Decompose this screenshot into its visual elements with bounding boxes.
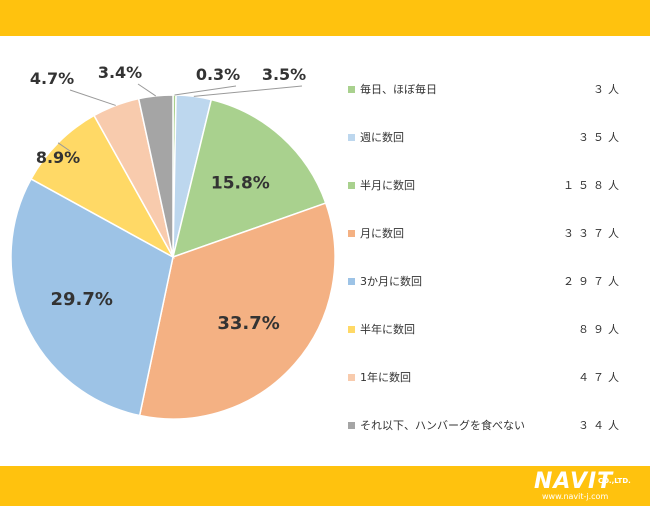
legend-item: 毎日、ほぼ毎日 ３人 <box>348 81 643 101</box>
leader-line <box>193 85 303 97</box>
legend-item: それ以下、ハンバーグを食べない ３４人 <box>348 417 643 437</box>
legend-label: 半年に数回 <box>360 323 415 336</box>
slice-percent-label: 4.7% <box>30 69 74 88</box>
legend-count: ４７人 <box>578 371 623 384</box>
pie-slice <box>10 177 174 417</box>
legend-swatch <box>348 230 355 237</box>
legend-count: １５８人 <box>563 179 623 192</box>
legend-item: 週に数回 ３５人 <box>348 129 643 149</box>
legend-label: 週に数回 <box>360 131 404 144</box>
chart-legend: 毎日、ほぼ毎日 ３人週に数回 ３５人半月に数回 １５８人月に数回 ３３７人 3か月に数回 ２… <box>348 0 643 466</box>
legend-label: 毎日、ほぼ毎日 <box>360 83 437 96</box>
top-banner <box>0 0 650 36</box>
navit-logo: NAVIT CO.,LTD. www.navit-j.com <box>534 470 644 504</box>
legend-item: 1年に数回 ４７人 <box>348 369 643 389</box>
legend-swatch <box>348 86 355 93</box>
legend-item: 3か月に数回 ２９７人 <box>348 273 643 293</box>
legend-label: 3か月に数回 <box>360 275 422 288</box>
legend-label: 半月に数回 <box>360 179 415 192</box>
slice-percent-label: 8.9% <box>36 148 80 167</box>
slice-percent-label: 3.4% <box>98 63 142 82</box>
legend-label: それ以下、ハンバーグを食べない <box>360 419 525 432</box>
legend-count: ３５人 <box>578 131 623 144</box>
logo-name: NAVIT <box>534 469 614 494</box>
legend-item: 半年に数回 ８９人 <box>348 321 643 341</box>
slice-percent-label: 29.7% <box>50 289 112 310</box>
legend-label: 1年に数回 <box>360 371 411 384</box>
slice-percent-label: 33.7% <box>217 313 279 334</box>
legend-swatch <box>348 422 355 429</box>
legend-swatch <box>348 326 355 333</box>
logo-suffix: CO.,LTD. <box>598 477 631 485</box>
logo-url: www.navit-j.com <box>542 492 609 501</box>
legend-item: 半月に数回 １５８人 <box>348 177 643 197</box>
pie-slice <box>171 98 327 259</box>
legend-swatch <box>348 134 355 141</box>
pie-slice <box>138 202 336 420</box>
legend-count: ３４人 <box>578 419 623 432</box>
legend-count: ２９７人 <box>563 275 623 288</box>
legend-swatch <box>348 374 355 381</box>
legend-swatch <box>348 182 355 189</box>
legend-label: 月に数回 <box>360 227 404 240</box>
legend-count: ８９人 <box>578 323 623 336</box>
leader-line <box>69 89 116 106</box>
legend-count: ３３７人 <box>563 227 623 240</box>
legend-item: 月に数回 ３３７人 <box>348 225 643 245</box>
leader-line <box>174 85 237 96</box>
legend-swatch <box>348 278 355 285</box>
slice-percent-label: 0.3% <box>196 65 240 84</box>
pie-slice <box>137 94 174 258</box>
slice-percent-label: 3.5% <box>262 65 306 84</box>
bottom-banner <box>0 466 650 506</box>
slice-percent-label: 15.8% <box>211 173 270 193</box>
leader-line <box>137 83 157 97</box>
leader-line <box>57 142 71 152</box>
legend-count: ３人 <box>593 83 623 96</box>
